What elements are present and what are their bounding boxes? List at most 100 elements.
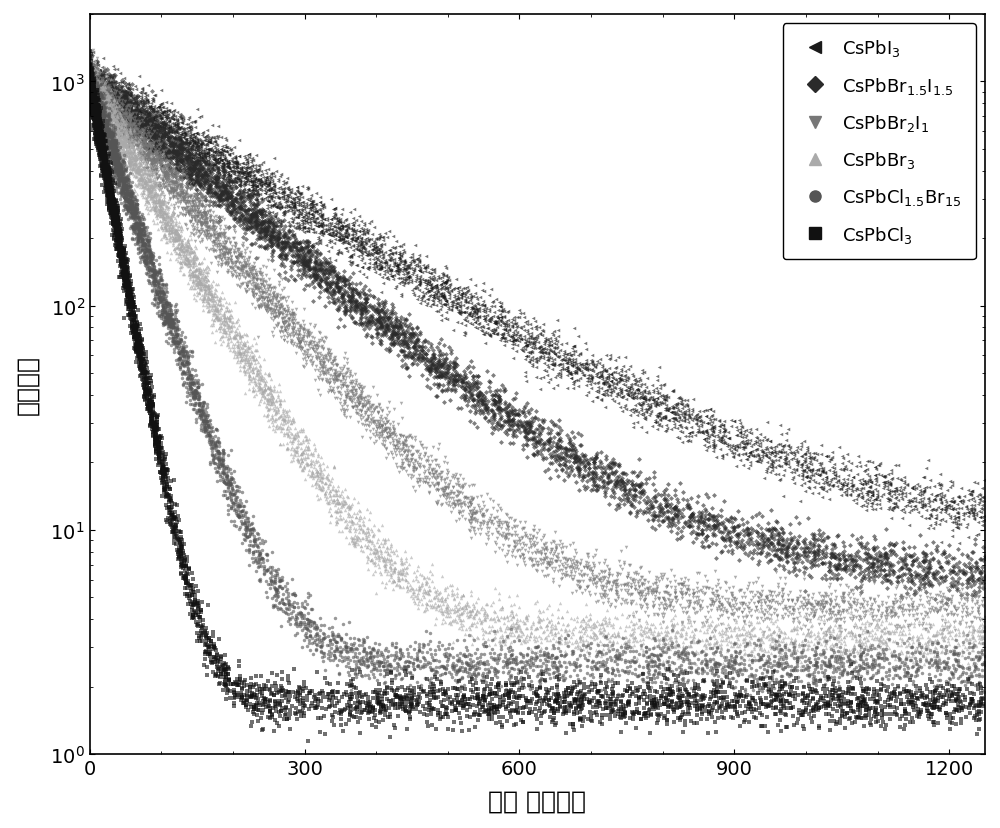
CsPbI$_3$ xyxy=(100,95,116,108)
CsPbBr$_{1.5}$I$_{1.5}$ xyxy=(555,452,571,465)
CsPbBr$_2$I$_1$ xyxy=(208,251,224,264)
CsPbI$_3$ xyxy=(740,450,756,463)
CsPbBr$_2$I$_1$ xyxy=(114,136,130,149)
CsPbBr$_{1.5}$I$_{1.5}$ xyxy=(326,293,342,306)
CsPbI$_3$ xyxy=(199,140,215,153)
CsPbBr$_{1.5}$I$_{1.5}$ xyxy=(376,301,392,314)
CsPbBr$_{1.5}$I$_{1.5}$ xyxy=(194,172,210,185)
CsPbCl$_3$ xyxy=(716,711,732,724)
CsPbBr$_2$I$_1$ xyxy=(212,248,228,262)
CsPbI$_3$ xyxy=(759,462,775,475)
CsPbBr$_3$ xyxy=(153,196,169,209)
CsPbBr$_{1.5}$I$_{1.5}$ xyxy=(758,536,774,549)
CsPbI$_3$ xyxy=(440,303,456,316)
CsPbBr$_3$ xyxy=(95,103,111,116)
CsPbI$_3$ xyxy=(90,66,106,79)
CsPbBr$_3$ xyxy=(464,604,480,617)
CsPbBr$_3$ xyxy=(333,505,349,518)
CsPbCl$_3$ xyxy=(87,133,103,147)
CsPbI$_3$ xyxy=(117,99,133,113)
CsPbCl$_{1.5}$Br$_{15}$ xyxy=(690,667,706,681)
CsPbCl$_3$ xyxy=(89,119,105,132)
CsPbBr$_{1.5}$I$_{1.5}$ xyxy=(85,81,101,94)
CsPbI$_3$ xyxy=(583,373,599,386)
CsPbCl$_3$ xyxy=(134,347,150,360)
CsPbBr$_3$ xyxy=(881,641,897,654)
CsPbCl$_3$ xyxy=(926,716,942,729)
CsPbBr$_{1.5}$I$_{1.5}$ xyxy=(776,563,792,576)
CsPbBr$_{1.5}$I$_{1.5}$ xyxy=(549,452,565,465)
CsPbBr$_{1.5}$I$_{1.5}$ xyxy=(552,440,568,454)
CsPbCl$_3$ xyxy=(859,681,875,695)
CsPbBr$_{1.5}$I$_{1.5}$ xyxy=(873,558,889,571)
CsPbBr$_3$ xyxy=(358,531,374,544)
CsPbI$_3$ xyxy=(970,498,986,511)
CsPbCl$_{1.5}$Br$_{15}$ xyxy=(198,415,214,428)
CsPbI$_3$ xyxy=(950,511,966,524)
CsPbI$_3$ xyxy=(87,87,103,100)
CsPbCl$_3$ xyxy=(101,181,117,195)
CsPbCl$_{1.5}$Br$_{15}$ xyxy=(725,672,741,685)
CsPbCl$_3$ xyxy=(102,196,118,209)
CsPbBr$_{1.5}$I$_{1.5}$ xyxy=(440,363,456,376)
CsPbBr$_{1.5}$I$_{1.5}$ xyxy=(211,193,227,206)
CsPbCl$_3$ xyxy=(719,696,735,709)
CsPbBr$_2$I$_1$ xyxy=(270,310,286,324)
CsPbBr$_{1.5}$I$_{1.5}$ xyxy=(375,329,391,342)
CsPbBr$_2$I$_1$ xyxy=(809,598,825,611)
CsPbCl$_{1.5}$Br$_{15}$ xyxy=(84,67,100,80)
CsPbBr$_2$I$_1$ xyxy=(596,585,612,599)
CsPbCl$_3$ xyxy=(901,708,917,721)
CsPbBr$_{1.5}$I$_{1.5}$ xyxy=(508,408,524,421)
CsPbBr$_2$I$_1$ xyxy=(689,567,705,580)
CsPbCl$_3$ xyxy=(126,309,142,322)
CsPbI$_3$ xyxy=(196,134,212,147)
CsPbCl$_{1.5}$Br$_{15}$ xyxy=(172,361,188,374)
CsPbCl$_3$ xyxy=(129,329,145,342)
CsPbBr$_{1.5}$I$_{1.5}$ xyxy=(462,366,478,379)
CsPbBr$_{1.5}$I$_{1.5}$ xyxy=(864,570,880,584)
CsPbCl$_{1.5}$Br$_{15}$ xyxy=(146,262,162,276)
CsPbBr$_{1.5}$I$_{1.5}$ xyxy=(172,172,188,185)
CsPbCl$_{1.5}$Br$_{15}$ xyxy=(180,371,196,384)
CsPbCl$_{1.5}$Br$_{15}$ xyxy=(405,659,421,672)
CsPbCl$_{1.5}$Br$_{15}$ xyxy=(151,267,167,281)
CsPbBr$_3$ xyxy=(455,619,471,632)
CsPbI$_3$ xyxy=(210,161,226,174)
CsPbBr$_{1.5}$I$_{1.5}$ xyxy=(163,154,179,167)
CsPbBr$_2$I$_1$ xyxy=(593,572,609,585)
CsPbBr$_{1.5}$I$_{1.5}$ xyxy=(578,453,594,466)
CsPbI$_3$ xyxy=(639,398,655,412)
CsPbBr$_{1.5}$I$_{1.5}$ xyxy=(129,106,145,119)
CsPbBr$_{1.5}$I$_{1.5}$ xyxy=(425,349,441,363)
CsPbBr$_2$I$_1$ xyxy=(250,331,266,344)
CsPbI$_3$ xyxy=(687,410,703,423)
CsPbBr$_2$I$_1$ xyxy=(799,597,815,610)
CsPbCl$_{1.5}$Br$_{15}$ xyxy=(924,638,940,651)
CsPbBr$_{1.5}$I$_{1.5}$ xyxy=(388,311,404,325)
CsPbCl$_{1.5}$Br$_{15}$ xyxy=(694,654,710,667)
CsPbBr$_3$ xyxy=(123,132,139,145)
CsPbBr$_3$ xyxy=(719,643,735,656)
CsPbBr$_2$I$_1$ xyxy=(360,419,376,432)
CsPbBr$_{1.5}$I$_{1.5}$ xyxy=(947,579,963,592)
CsPbBr$_{1.5}$I$_{1.5}$ xyxy=(218,179,234,192)
CsPbBr$_{1.5}$I$_{1.5}$ xyxy=(297,268,313,282)
CsPbCl$_3$ xyxy=(341,696,357,709)
CsPbCl$_3$ xyxy=(319,677,335,691)
CsPbBr$_3$ xyxy=(121,149,137,162)
CsPbI$_3$ xyxy=(187,141,203,154)
CsPbBr$_3$ xyxy=(487,615,503,628)
CsPbCl$_3$ xyxy=(820,696,836,709)
CsPbI$_3$ xyxy=(155,131,171,144)
CsPbCl$_{1.5}$Br$_{15}$ xyxy=(102,152,118,165)
CsPbBr$_3$ xyxy=(162,235,178,248)
CsPbBr$_3$ xyxy=(185,254,201,267)
CsPbBr$_3$ xyxy=(160,203,176,216)
CsPbI$_3$ xyxy=(289,211,305,224)
CsPbBr$_3$ xyxy=(297,443,313,456)
CsPbI$_3$ xyxy=(131,104,147,117)
CsPbBr$_2$I$_1$ xyxy=(770,581,786,595)
CsPbCl$_{1.5}$Br$_{15}$ xyxy=(213,459,229,472)
CsPbCl$_3$ xyxy=(853,711,869,724)
